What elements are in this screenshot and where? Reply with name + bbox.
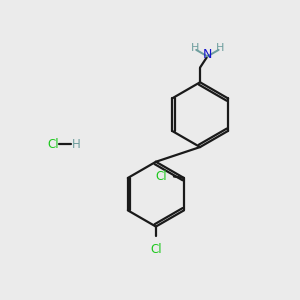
Text: H: H xyxy=(216,43,224,52)
Text: H: H xyxy=(190,43,199,52)
Text: N: N xyxy=(203,48,212,62)
Text: Cl: Cl xyxy=(47,138,58,151)
Text: Cl: Cl xyxy=(155,170,167,183)
Text: H: H xyxy=(71,138,80,151)
Text: Cl: Cl xyxy=(150,243,162,256)
